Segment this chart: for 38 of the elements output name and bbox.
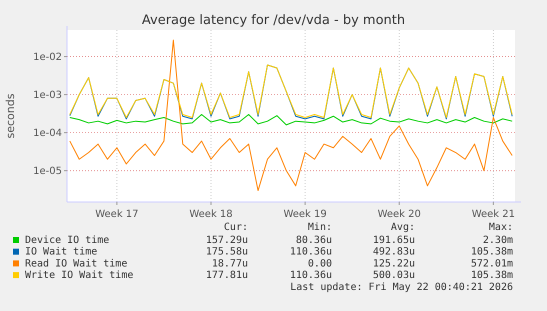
y-tick-label: 1e-04 <box>33 128 62 140</box>
y-tick-label: 1e-02 <box>33 52 62 64</box>
text: 105.38m <box>470 246 513 258</box>
x-tick-label: Week 18 <box>189 209 233 220</box>
text: Cur: <box>224 222 248 233</box>
x-tick-label: Week 19 <box>283 209 327 220</box>
line-series <box>69 114 513 126</box>
y-tick-label: 1e-03 <box>33 90 62 102</box>
text: 177.81u <box>206 270 248 282</box>
text: 80.36u <box>296 235 332 246</box>
y-axis-title: seconds <box>4 93 17 138</box>
text: Last update: Fri May 22 00:40:21 2026 <box>290 282 513 293</box>
legend-label: IO Wait time <box>25 246 98 258</box>
x-tick-label: Week 20 <box>378 209 421 220</box>
text: 492.83u <box>372 246 415 258</box>
text: 110.36u <box>290 270 332 282</box>
text: 572.01m <box>470 258 513 270</box>
text: 125.22u <box>372 258 415 270</box>
text: Max: <box>488 222 513 233</box>
x-tick-label: Week 17 <box>95 209 139 220</box>
line-series <box>69 40 513 192</box>
text: 191.65u <box>372 235 415 246</box>
text: Min: <box>308 222 332 233</box>
text: 500.03u <box>372 270 415 282</box>
text: 110.36u <box>290 246 332 258</box>
text: Avg: <box>390 222 415 233</box>
text: 0.00 <box>308 258 332 270</box>
text: 18.77u <box>212 258 248 270</box>
y-tick-label: 1e-05 <box>33 166 62 178</box>
legend-label: Write IO Wait time <box>25 270 134 282</box>
text: 105.38m <box>470 270 513 282</box>
x-tick-label: Week 21 <box>472 209 516 220</box>
legend-label: Read IO Wait time <box>25 258 128 270</box>
legend-label: Device IO time <box>25 235 110 246</box>
text: 157.29u <box>206 235 248 246</box>
text: 2.30m <box>482 235 513 246</box>
text: 175.58u <box>206 246 248 258</box>
chart-title: Average latency for /dev/vda - by month <box>142 13 406 28</box>
